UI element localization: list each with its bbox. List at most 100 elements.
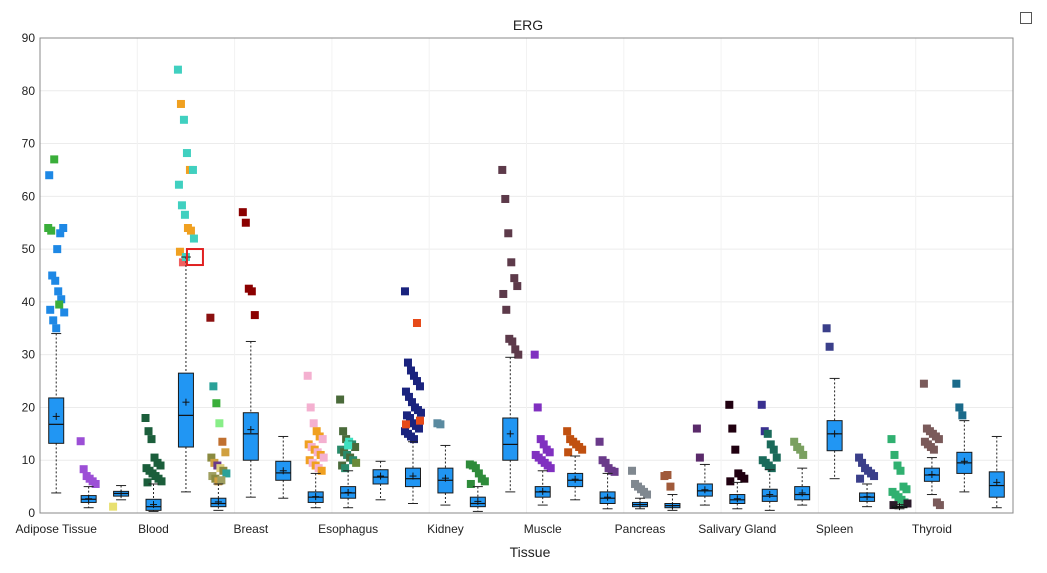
outlier-point — [796, 445, 805, 454]
outlier-point — [510, 274, 519, 283]
outlier-point — [415, 382, 424, 391]
outlier-point — [471, 464, 480, 473]
outlier-point — [51, 276, 60, 285]
outlier-point — [870, 472, 879, 481]
outlier-point — [856, 474, 865, 483]
outlier-point — [312, 427, 321, 436]
outlier-point — [221, 448, 230, 457]
outlier-point — [578, 445, 587, 454]
x-tick-label: Thyroid — [912, 522, 952, 536]
y-tick-label: 0 — [28, 506, 35, 520]
outlier-point — [896, 466, 905, 475]
outlier-point — [141, 414, 150, 422]
outlier-point — [546, 464, 555, 473]
y-tick-label: 40 — [22, 295, 36, 309]
outlier-point — [317, 466, 326, 475]
outlier-point — [514, 350, 523, 359]
outlier-point — [855, 453, 864, 462]
outlier-point — [57, 295, 66, 304]
outlier-point — [143, 478, 152, 487]
x-tick-label: Esophagus — [318, 522, 378, 536]
outlier-point — [415, 416, 424, 425]
y-axis-ticks: 0 10 20 30 40 50 60 70 80 90 — [22, 31, 36, 520]
y-tick-label: 30 — [22, 348, 36, 362]
outlier-point — [728, 424, 737, 433]
outlier-point — [59, 224, 68, 232]
outlier-point — [563, 427, 572, 436]
outlier-point — [692, 424, 701, 433]
outlier-point — [306, 403, 315, 412]
outlier-point — [610, 467, 619, 476]
box-iqr — [502, 417, 519, 461]
outlier-point — [480, 477, 489, 486]
outlier-point — [207, 453, 216, 462]
y-tick-label: 20 — [22, 400, 36, 414]
x-tick-label: Kidney — [427, 522, 464, 536]
outlier-point — [344, 441, 353, 450]
plot-area-frame — [39, 37, 1014, 514]
outlier-point — [763, 429, 772, 438]
outlier-point — [601, 458, 610, 467]
outlier-point — [530, 350, 539, 359]
outlier-point — [416, 408, 425, 417]
outlier-point — [766, 440, 775, 449]
x-tick-label: Adipose Tissue — [16, 522, 98, 536]
outlier-point — [887, 435, 896, 444]
outlier-points — [44, 65, 967, 511]
outlier-point — [173, 65, 182, 74]
outlier-point — [150, 453, 159, 462]
outlier-point — [180, 210, 189, 219]
outlier-point — [401, 387, 410, 396]
outlier-point — [731, 445, 740, 454]
outlier-point — [663, 471, 672, 479]
outlier-point — [309, 419, 318, 428]
outlier-point — [799, 450, 808, 459]
outlier-point — [48, 271, 57, 280]
outlier-point — [318, 435, 327, 444]
outlier-point — [174, 180, 183, 189]
y-tick-label: 10 — [22, 453, 36, 467]
y-tick-label: 60 — [22, 189, 36, 203]
outlier-point — [511, 345, 520, 354]
outlier-point — [466, 479, 475, 488]
y-tick-label: 80 — [22, 84, 36, 98]
y-tick-label: 90 — [22, 31, 36, 45]
outlier-point — [238, 208, 247, 217]
outlier-point — [955, 403, 964, 412]
outlier-point — [767, 464, 776, 473]
outlier-point — [498, 165, 507, 174]
outlier-point — [934, 435, 943, 444]
selected-point-highlight[interactable] — [185, 248, 204, 267]
outlier-point — [303, 371, 312, 380]
outlier-point — [564, 448, 573, 457]
outlier-point — [414, 424, 423, 433]
outlier-point — [769, 445, 778, 454]
x-tick-label: Muscle — [524, 522, 562, 536]
outlier-point — [177, 201, 186, 210]
outlier-point — [336, 395, 345, 404]
outlier-point — [889, 501, 898, 510]
outlier-point — [533, 403, 542, 412]
outlier-point — [401, 420, 410, 429]
outlier-point — [666, 482, 675, 491]
outlier-point — [409, 435, 418, 444]
outlier-point — [740, 474, 749, 483]
outlier-point — [501, 194, 510, 203]
outlier-point — [79, 465, 88, 474]
outlier-point — [725, 400, 734, 409]
outlier-point — [407, 398, 416, 407]
outlier-point — [147, 435, 156, 444]
outlier-point — [643, 490, 652, 499]
outlier-point — [412, 319, 421, 327]
maximize-checkbox[interactable] — [1020, 12, 1032, 24]
outlier-point — [250, 311, 259, 320]
outlier-point — [403, 358, 412, 367]
x-axis-ticks: Adipose Tissue Blood Breast Esophagus Kidney… — [16, 522, 952, 536]
outlier-point — [499, 289, 508, 298]
outlier-point — [178, 258, 187, 267]
outlier-point — [628, 466, 637, 475]
outlier-point — [726, 477, 735, 486]
outlier-point — [412, 377, 421, 386]
outlier-point — [218, 437, 227, 446]
outlier-point — [206, 313, 215, 322]
